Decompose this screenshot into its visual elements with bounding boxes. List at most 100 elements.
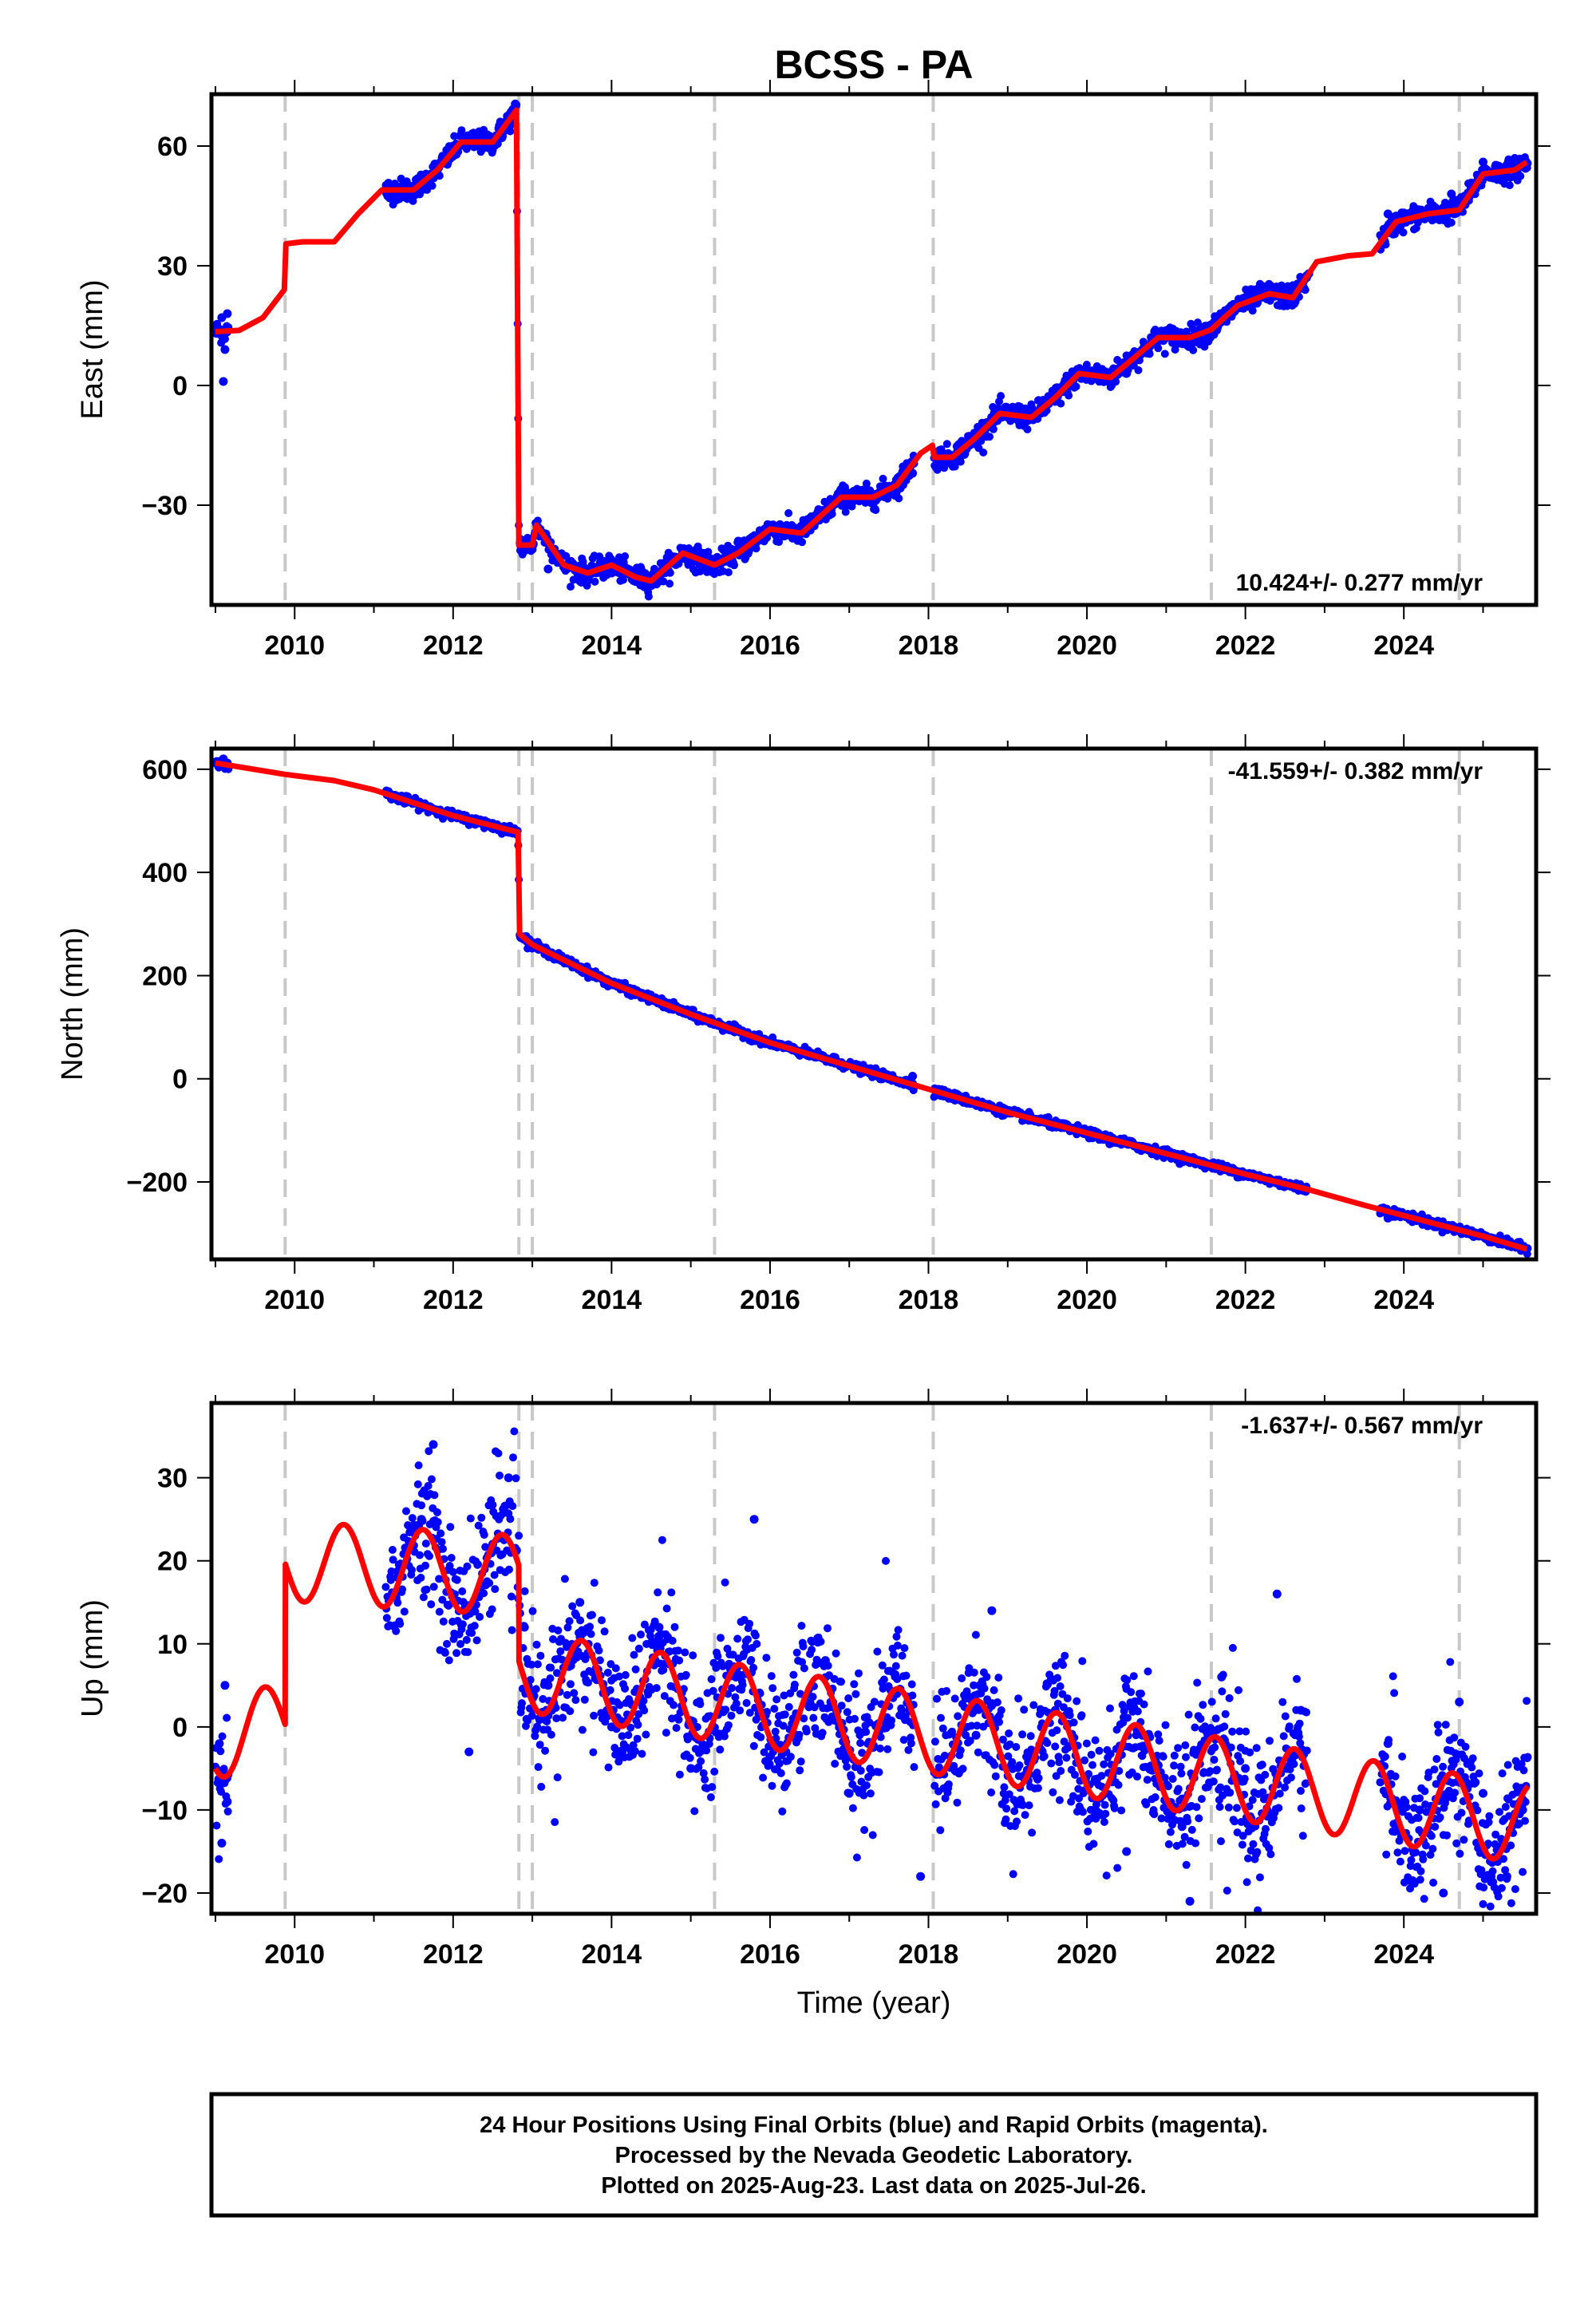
observation-point — [670, 1701, 678, 1709]
observation-point — [578, 1725, 587, 1734]
observation-point — [717, 1634, 725, 1642]
observation-point — [662, 1604, 671, 1613]
observation-point — [937, 1713, 945, 1722]
observation-point — [1257, 281, 1266, 290]
observation-point — [1154, 344, 1163, 353]
observation-point — [1134, 366, 1143, 374]
observation-point — [759, 1773, 768, 1782]
x-tick-label: 2018 — [899, 630, 959, 661]
observation-point — [435, 172, 444, 180]
observation-point — [587, 1630, 595, 1638]
observation-point — [856, 1766, 865, 1775]
y-tick-label: −30 — [141, 491, 188, 521]
observation-point — [816, 1638, 825, 1646]
observation-point — [908, 1072, 918, 1081]
observation-point — [910, 1763, 918, 1772]
x-tick-label: 2014 — [582, 630, 642, 661]
x-tick-label: 2020 — [1057, 630, 1117, 661]
observation-point — [1145, 350, 1154, 358]
observation-point — [809, 1713, 818, 1722]
observation-point — [223, 1713, 231, 1722]
observation-point — [789, 1670, 798, 1679]
observation-point — [452, 1575, 461, 1584]
y-tick-label: 0 — [172, 371, 188, 401]
observation-point — [624, 1731, 633, 1740]
observation-point — [507, 1592, 516, 1601]
observation-point — [444, 1656, 453, 1665]
observation-point — [796, 1766, 804, 1775]
observation-point — [485, 1579, 494, 1587]
observation-point — [553, 1773, 562, 1782]
observation-point — [674, 1715, 683, 1724]
observation-point — [388, 1546, 397, 1554]
observation-point — [1516, 172, 1525, 180]
observation-point — [808, 1646, 816, 1654]
observation-point — [667, 1588, 676, 1597]
observation-points — [211, 1427, 1532, 1915]
observation-point — [784, 509, 793, 517]
x-tick-label: 2010 — [264, 1285, 325, 1315]
observation-point — [480, 1589, 488, 1598]
observation-point — [427, 1600, 436, 1609]
observation-point — [841, 508, 850, 516]
observation-point — [570, 1689, 579, 1697]
observation-point — [742, 1698, 751, 1707]
observation-point — [757, 1733, 765, 1741]
observation-point — [637, 1630, 645, 1639]
observation-point — [672, 1724, 681, 1733]
observation-point — [508, 1502, 517, 1511]
observation-point — [429, 1583, 438, 1591]
observation-point — [576, 1616, 585, 1625]
observation-point — [396, 1619, 405, 1628]
observation-point — [847, 1773, 855, 1781]
observation-point — [580, 1695, 589, 1704]
observation-point — [662, 1729, 670, 1737]
observation-point — [642, 1730, 650, 1739]
observation-point — [603, 1668, 612, 1677]
observation-point — [588, 1611, 596, 1619]
y-tick-label: 200 — [142, 961, 188, 991]
observation-point — [644, 592, 653, 601]
observation-point — [879, 1675, 888, 1684]
observation-point — [515, 1531, 523, 1540]
observation-point — [778, 1807, 787, 1816]
observation-point — [385, 193, 394, 203]
observation-point — [533, 1660, 542, 1669]
observation-point — [220, 345, 230, 354]
observation-point — [630, 1650, 638, 1659]
observation-point — [560, 1575, 569, 1583]
observation-point — [534, 1763, 543, 1772]
y-tick-label: 400 — [142, 858, 188, 888]
observation-point — [221, 334, 229, 343]
observation-point — [772, 1695, 781, 1704]
observation-point — [536, 1651, 545, 1660]
observation-point — [640, 1706, 649, 1715]
observation-point — [606, 568, 616, 578]
observation-point — [997, 392, 1005, 401]
observation-point — [701, 1775, 709, 1784]
observation-point — [899, 1736, 908, 1745]
observation-point — [802, 1727, 811, 1736]
observation-point — [628, 1634, 637, 1642]
observation-point — [1399, 228, 1408, 237]
observation-point — [400, 1607, 409, 1616]
observation-point — [595, 1646, 603, 1655]
observation-point — [771, 1727, 780, 1736]
velocity-estimate: 10.424+/- 0.277 mm/yr — [1236, 570, 1483, 596]
x-tick-label: 2012 — [423, 630, 484, 661]
east-panel: 2010 2012 2014 2016 2018 2020 2022 2024 −300306… — [76, 80, 1551, 661]
observation-point — [776, 1769, 785, 1777]
observation-point — [466, 1514, 475, 1523]
observation-point — [586, 1622, 595, 1631]
observation-point — [868, 1831, 877, 1840]
observation-point — [799, 1642, 808, 1650]
observation-point — [730, 561, 738, 570]
observation-point — [824, 1624, 832, 1633]
observation-point — [532, 1640, 541, 1649]
observation-points — [211, 754, 1532, 1259]
observation-point — [979, 449, 988, 456]
y-tick-label: 60 — [157, 132, 188, 162]
observation-point — [950, 462, 959, 471]
